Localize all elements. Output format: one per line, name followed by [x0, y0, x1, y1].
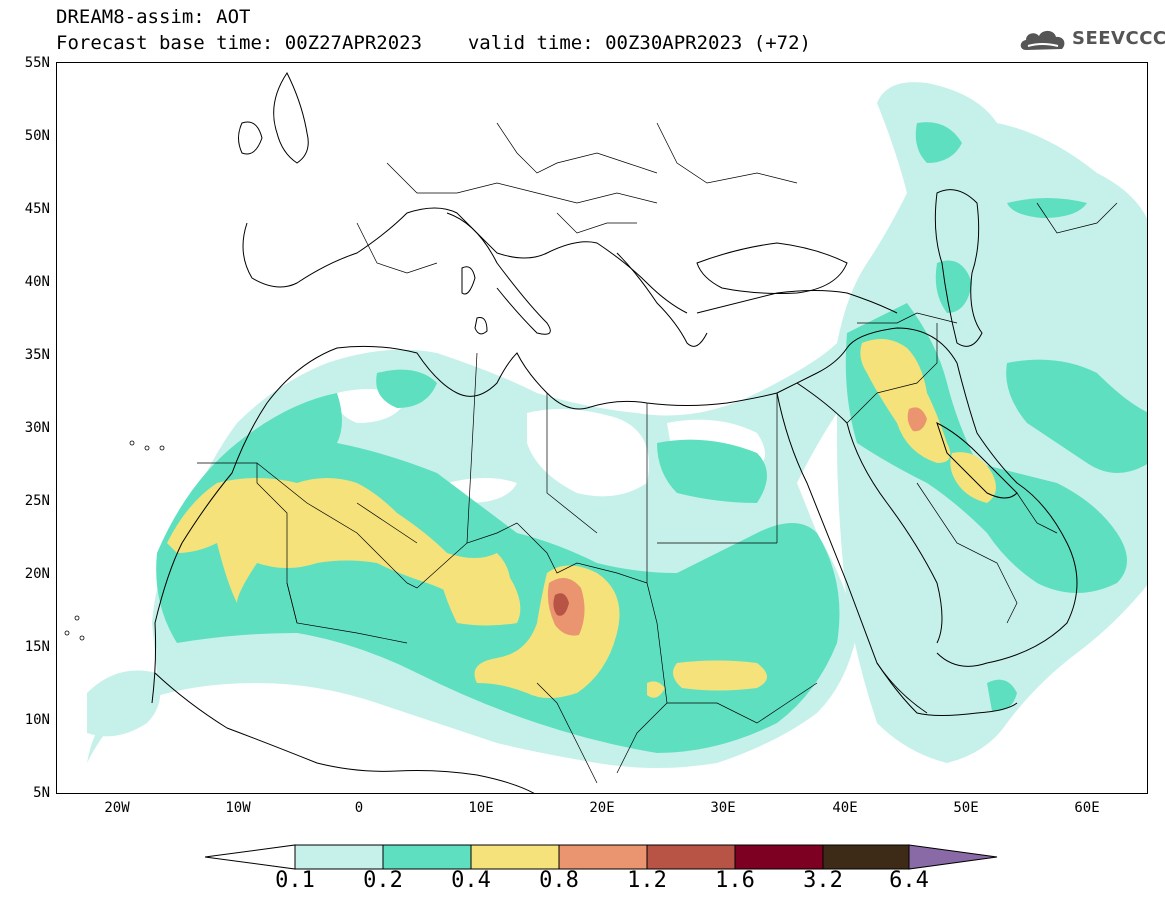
lon-tick: 10E — [468, 800, 494, 816]
logo-text: SEEVCCC — [1072, 28, 1165, 49]
forecast-time-line: Forecast base time: 00Z27APR2023 valid t… — [56, 32, 811, 54]
lat-tick: 35N — [24, 347, 50, 363]
coastlines — [151, 72, 1078, 793]
lat-tick: 30N — [24, 420, 50, 436]
colorbar-swatch — [382, 844, 472, 870]
lat-tick: 50N — [24, 128, 50, 144]
lon-tick: 30E — [710, 800, 736, 816]
lon-tick: 20W — [104, 800, 130, 816]
country-borders — [197, 122, 1118, 784]
seevccc-logo: SEEVCCC — [1018, 24, 1165, 54]
colorbar-label: 0.2 — [363, 868, 403, 893]
colorbar-swatch — [294, 844, 384, 870]
colorbar-swatch — [470, 844, 560, 870]
base-time-label: Forecast base time: 00Z27APR2023 — [56, 32, 423, 54]
islands — [64, 440, 165, 641]
valid-time-label: valid time: 00Z30APR2023 (+72) — [467, 32, 811, 54]
lat-tick: 15N — [24, 639, 50, 655]
aot-level-1.2 — [553, 593, 569, 616]
map-canvas — [64, 72, 1147, 793]
colorbar-low-arrow — [205, 844, 296, 870]
lat-tick: 55N — [24, 55, 50, 71]
lat-tick: 20N — [24, 566, 50, 582]
lon-tick: 40E — [832, 800, 858, 816]
colorbar-label: 1.2 — [627, 868, 667, 893]
colorbar-label: 6.4 — [889, 868, 929, 893]
colorbar-swatch — [646, 844, 736, 870]
colorbar-swatch — [822, 844, 910, 870]
lon-tick: 60E — [1074, 800, 1100, 816]
lon-tick: 0 — [354, 800, 364, 816]
colorbar-swatch — [558, 844, 648, 870]
cloud-icon — [1020, 30, 1065, 50]
map-title: DREAM8-assim: AOT — [56, 6, 251, 28]
lat-tick: 25N — [24, 493, 50, 509]
lat-tick: 40N — [24, 274, 50, 290]
colorbar-swatch — [734, 844, 824, 870]
colorbar-label: 0.8 — [539, 868, 579, 893]
lon-tick: 50E — [953, 800, 979, 816]
colorbar-high-arrow — [908, 844, 998, 870]
aot-map — [56, 62, 1148, 794]
colorbar-label: 3.2 — [803, 868, 843, 893]
lon-tick: 20E — [589, 800, 615, 816]
lat-tick: 10N — [24, 712, 50, 728]
colorbar — [205, 844, 998, 870]
colorbar-label: 0.4 — [451, 868, 491, 893]
clear-areas — [336, 319, 937, 503]
colorbar-label: 0.1 — [275, 868, 315, 893]
lat-tick: 45N — [24, 201, 50, 217]
colorbar-label: 1.6 — [715, 868, 755, 893]
lat-tick: 5N — [33, 785, 50, 801]
lon-tick: 10W — [225, 800, 251, 816]
